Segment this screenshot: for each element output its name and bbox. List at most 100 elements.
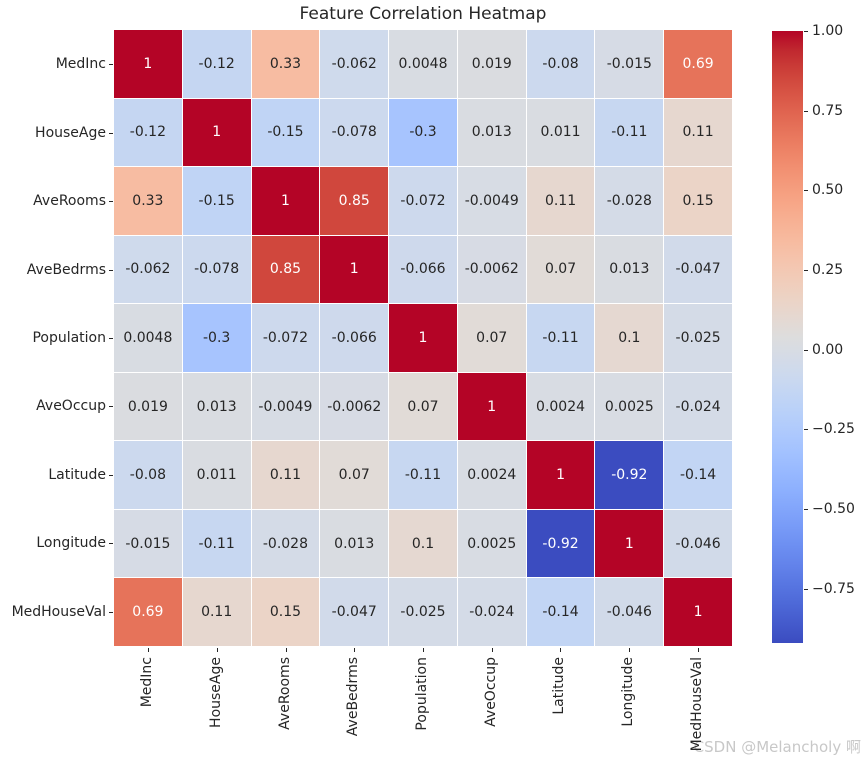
- row-label: AveRooms: [33, 193, 106, 210]
- heatmap-cell: 0.019: [114, 372, 182, 441]
- heatmap-cell: 0.15: [251, 578, 320, 646]
- row-label: AveBedrms: [26, 261, 106, 278]
- x-tick-mark: [148, 648, 149, 652]
- heatmap-cell: -0.015: [595, 30, 664, 98]
- heatmap-cell: -0.062: [320, 30, 389, 98]
- col-label: Population: [414, 657, 430, 731]
- colorbar-tick-mark: [804, 31, 808, 32]
- heatmap-cell: -0.024: [664, 372, 732, 441]
- heatmap-cell: -0.11: [389, 441, 457, 509]
- heatmap-cell: -0.12: [114, 98, 182, 167]
- heatmap-cell: 0.69: [664, 30, 732, 98]
- heatmap-cell: 0.33: [114, 167, 182, 235]
- row-label: Latitude: [48, 466, 106, 483]
- heatmap-cell: 0.07: [320, 441, 389, 509]
- heatmap-cell: 0.85: [251, 235, 320, 304]
- heatmap-cell: 0.1: [595, 304, 664, 372]
- heatmap-cell: 0.1: [389, 509, 457, 578]
- y-tick-mark: [109, 133, 113, 134]
- row-label: HouseAge: [35, 124, 106, 141]
- col-label: Longitude: [620, 657, 636, 727]
- heatmap-cell: 0.011: [182, 441, 251, 509]
- x-tick-mark: [354, 648, 355, 652]
- col-label: AveRooms: [276, 657, 293, 730]
- heatmap-cell: -0.078: [320, 98, 389, 167]
- col-label: AveBedrms: [345, 657, 362, 737]
- heatmap-cell: 0.013: [457, 98, 526, 167]
- heatmap-cell: -0.0049: [457, 167, 526, 235]
- heatmap-cell: 0.11: [251, 441, 320, 509]
- x-tick-mark: [698, 648, 699, 652]
- heatmap-cell: 1: [664, 578, 732, 646]
- heatmap-cell: -0.072: [251, 304, 320, 372]
- col-label: HouseAge: [208, 657, 224, 728]
- y-tick-mark: [109, 475, 113, 476]
- heatmap-cell: 0.0048: [389, 30, 457, 98]
- x-tick-mark: [560, 648, 561, 652]
- heatmap-cell: 1: [457, 372, 526, 441]
- heatmap-cell: -0.0062: [457, 235, 526, 304]
- heatmap-cell: -0.015: [114, 509, 182, 578]
- heatmap-cell: 0.019: [457, 30, 526, 98]
- heatmap-cell: 1: [114, 30, 182, 98]
- colorbar-tick-label: 0.00: [812, 342, 844, 358]
- heatmap-cell: -0.046: [595, 578, 664, 646]
- x-tick-mark: [423, 648, 424, 652]
- heatmap-cell: -0.3: [182, 304, 251, 372]
- y-tick-mark: [109, 406, 113, 407]
- colorbar-tick-label: −0.50: [812, 501, 855, 517]
- heatmap-cell: -0.028: [251, 509, 320, 578]
- heatmap-cell: -0.028: [595, 167, 664, 235]
- heatmap-cell: -0.062: [114, 235, 182, 304]
- x-tick-mark: [217, 648, 218, 652]
- y-tick-mark: [109, 612, 113, 613]
- row-label: Longitude: [36, 535, 106, 552]
- heatmap-cell: -0.0049: [251, 372, 320, 441]
- chart-title: Feature Correlation Heatmap: [299, 4, 547, 24]
- x-tick-mark: [286, 648, 287, 652]
- heatmap-cell: -0.08: [526, 30, 595, 98]
- col-label: MedHouseVal: [688, 657, 705, 752]
- heatmap-cell: 0.0025: [595, 372, 664, 441]
- colorbar-tick-mark: [804, 589, 808, 590]
- heatmap-cell: 0.0025: [457, 509, 526, 578]
- watermark: CSDN @Melancholy 啊: [693, 738, 861, 756]
- heatmap-cell: 0.0024: [457, 441, 526, 509]
- heatmap-cell: 1: [389, 304, 457, 372]
- heatmap-cell: 0.0048: [114, 304, 182, 372]
- y-tick-mark: [109, 201, 113, 202]
- x-tick-mark: [492, 648, 493, 652]
- heatmap-cell: 0.11: [182, 578, 251, 646]
- colorbar-tick-label: 0.75: [812, 103, 844, 119]
- heatmap-cell: -0.14: [526, 578, 595, 646]
- heatmap-cell: -0.3: [389, 98, 457, 167]
- heatmap-cell: -0.025: [664, 304, 732, 372]
- heatmap-cell: -0.08: [114, 441, 182, 509]
- heatmap-cell: -0.14: [664, 441, 732, 509]
- heatmap-cell: 1: [182, 98, 251, 167]
- heatmap-cell: -0.11: [526, 304, 595, 372]
- colorbar-tick-mark: [804, 509, 808, 510]
- row-label: Population: [32, 330, 106, 346]
- colorbar-tick-label: 1.00: [812, 23, 844, 39]
- heatmap-cell: -0.047: [664, 235, 732, 304]
- colorbar-tick-label: −0.25: [812, 421, 855, 437]
- y-tick-mark: [109, 64, 113, 65]
- heatmap-cell: -0.15: [182, 167, 251, 235]
- heatmap-cell: -0.92: [526, 509, 595, 578]
- heatmap-cell: 0.11: [664, 98, 732, 167]
- heatmap-cell: -0.024: [457, 578, 526, 646]
- y-tick-mark: [109, 270, 113, 271]
- heatmap-cell: 0.07: [457, 304, 526, 372]
- heatmap-cell: -0.92: [595, 441, 664, 509]
- heatmap-cell: -0.072: [389, 167, 457, 235]
- col-label: AveOccup: [482, 657, 499, 727]
- colorbar-tick-mark: [804, 190, 808, 191]
- heatmap-cell: -0.0062: [320, 372, 389, 441]
- heatmap-grid: 1 -0.12 0.33 -0.062 0.0048 0.019 -0.08 -0.015 0.…: [114, 30, 732, 646]
- heatmap-cell: 0.33: [251, 30, 320, 98]
- x-tick-mark: [629, 648, 630, 652]
- y-tick-mark: [109, 338, 113, 339]
- heatmap-cell: -0.11: [595, 98, 664, 167]
